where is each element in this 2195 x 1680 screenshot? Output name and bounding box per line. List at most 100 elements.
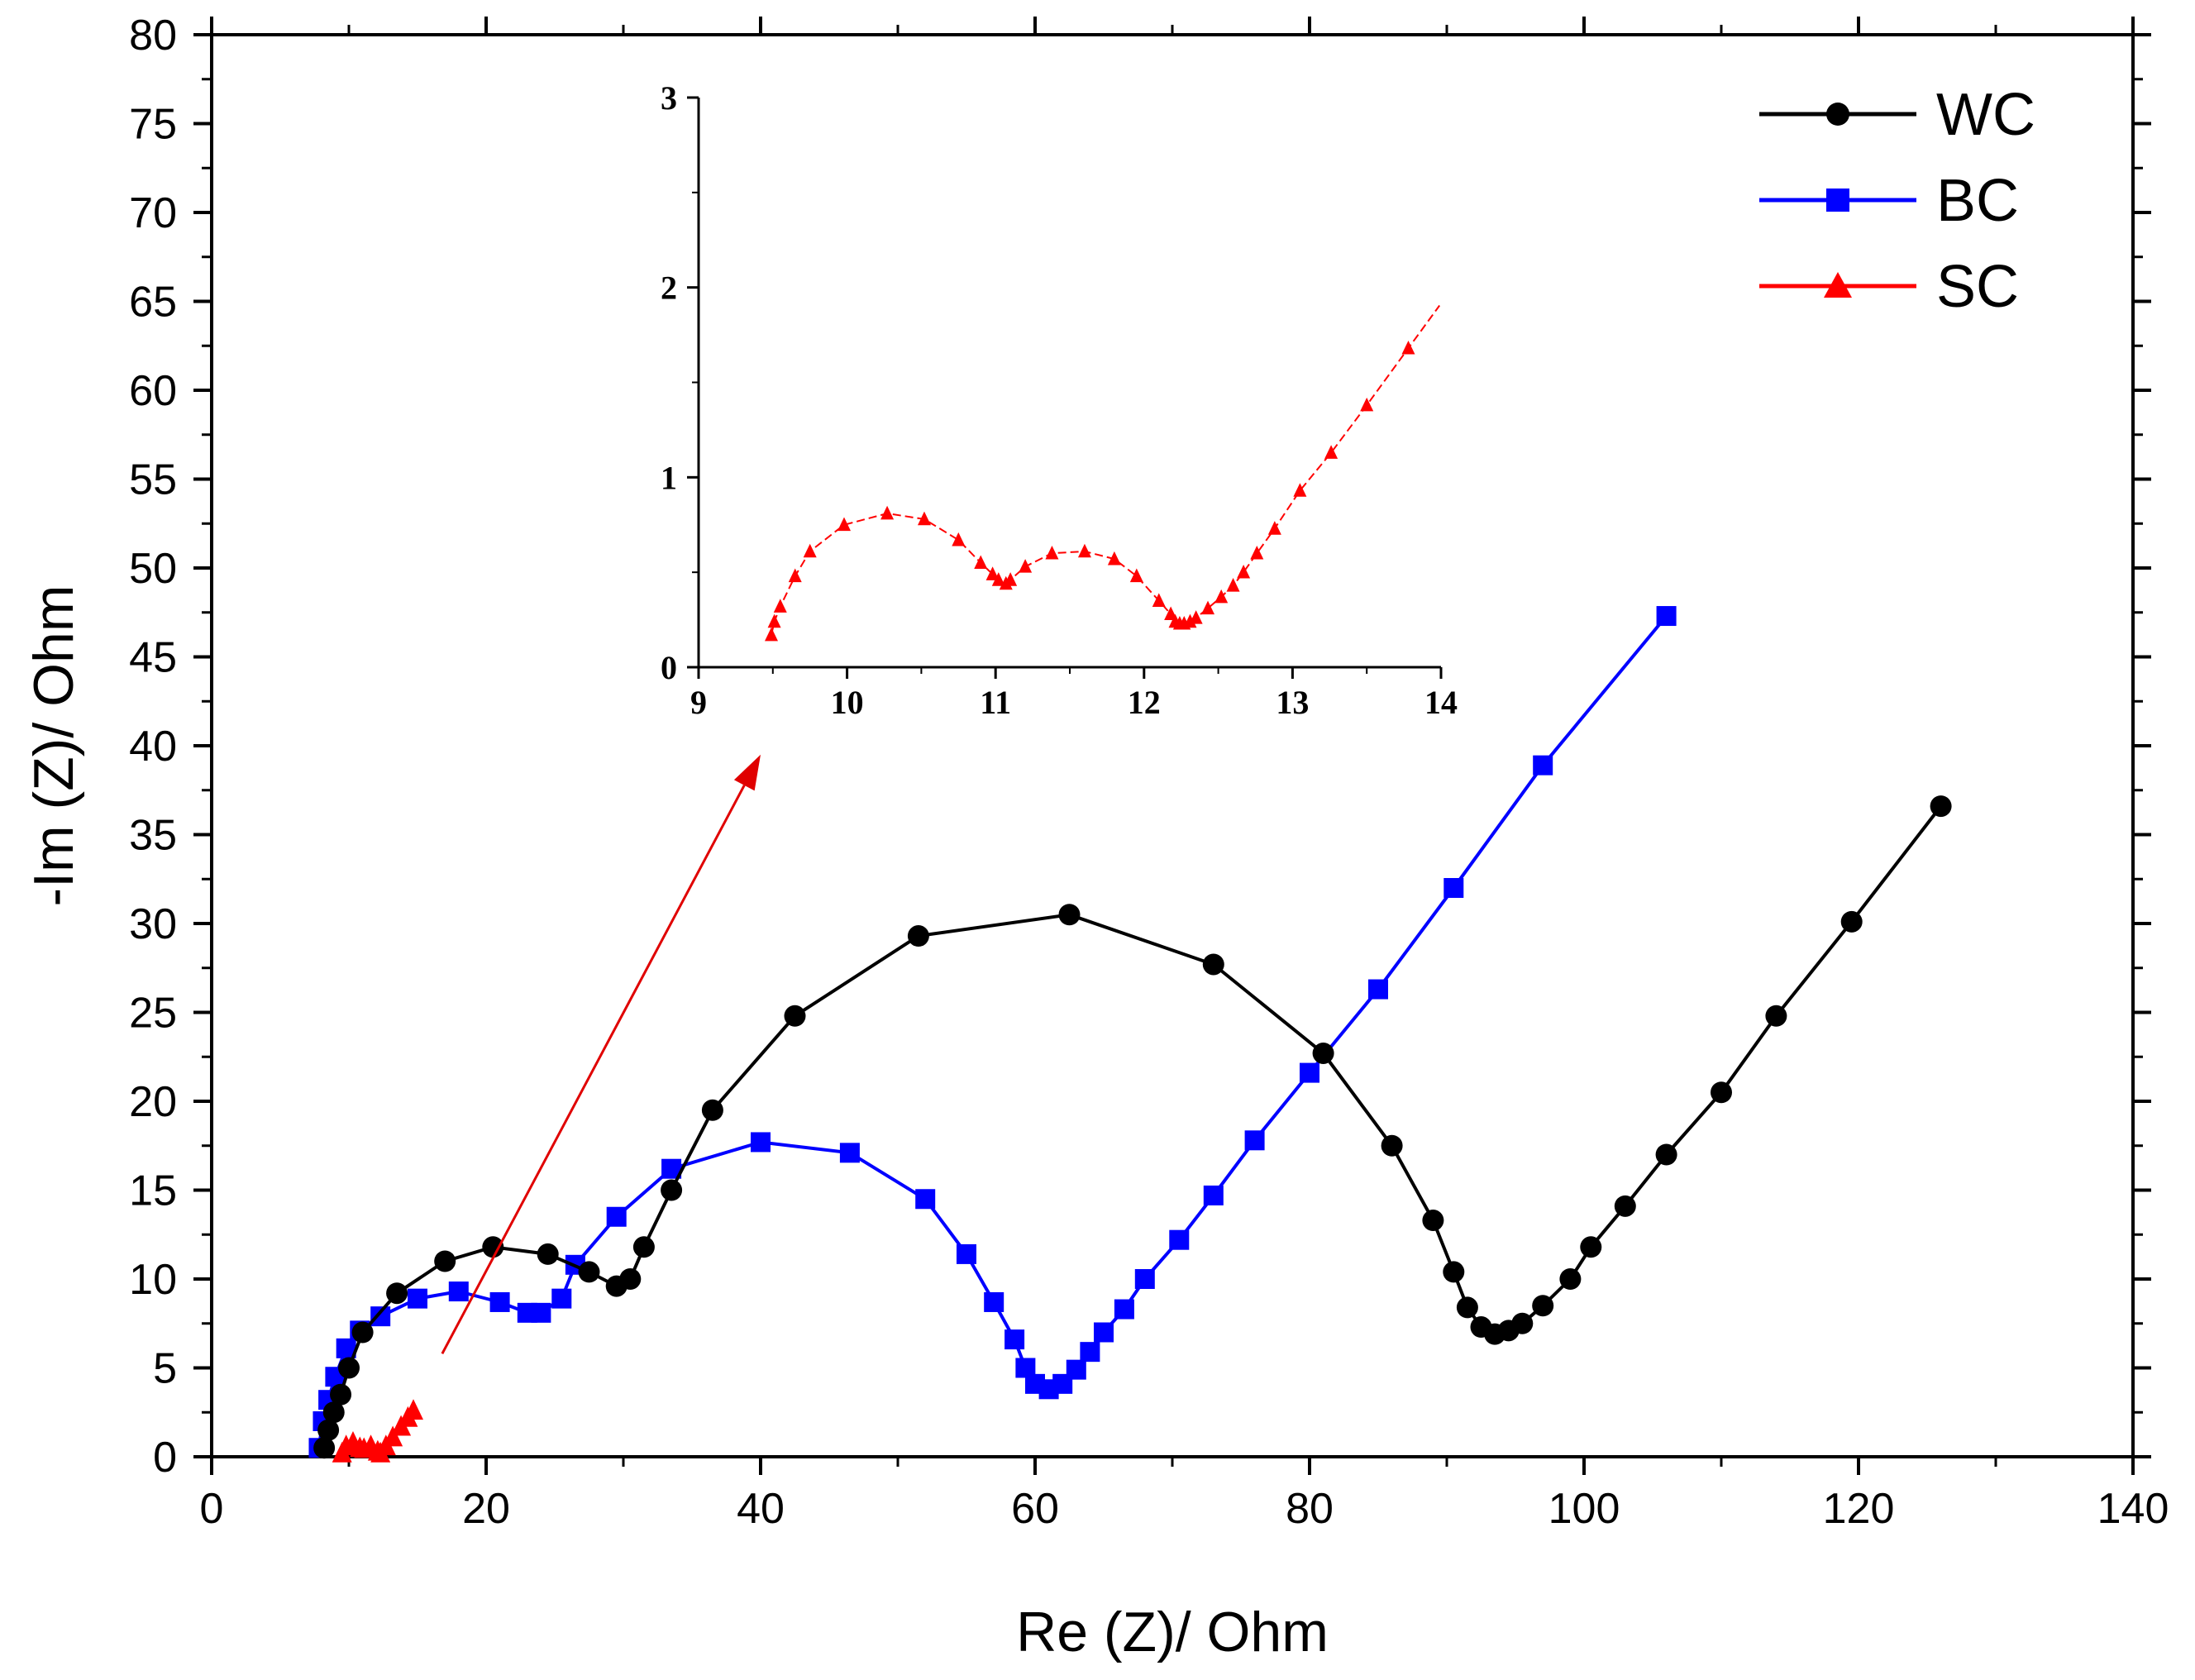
data-point-wc bbox=[578, 1261, 600, 1283]
series-bc bbox=[308, 606, 1677, 1458]
inset-x-tick-label: 10 bbox=[831, 684, 864, 721]
y-tick-label: 60 bbox=[129, 367, 177, 415]
x-tick-label: 100 bbox=[1548, 1485, 1620, 1533]
y-tick-label: 50 bbox=[129, 545, 177, 593]
inset-data-point-sc bbox=[837, 517, 852, 532]
data-point-bc bbox=[448, 1281, 469, 1302]
data-point-bc bbox=[957, 1243, 976, 1264]
y-tick-label: 80 bbox=[129, 12, 177, 60]
data-point-wc bbox=[661, 1179, 683, 1201]
y-tick-label: 10 bbox=[129, 1256, 177, 1304]
zoom-arrow-annotation bbox=[441, 754, 761, 1355]
data-point-wc bbox=[330, 1383, 352, 1406]
inset-series-layer bbox=[765, 304, 1441, 642]
data-point-wc bbox=[1202, 953, 1224, 976]
inset-data-point-sc bbox=[917, 511, 931, 526]
data-point-sc bbox=[403, 1399, 424, 1420]
y-tick-label: 35 bbox=[129, 812, 177, 860]
main-series-layer bbox=[308, 606, 1952, 1463]
y-tick-label: 0 bbox=[153, 1434, 177, 1482]
data-point-wc bbox=[1422, 1210, 1444, 1232]
data-point-bc bbox=[1443, 878, 1464, 898]
inset-data-point-sc bbox=[880, 505, 895, 520]
data-point-wc bbox=[701, 1099, 723, 1121]
inset-data-point-sc bbox=[765, 627, 779, 642]
inset-data-point-sc bbox=[991, 572, 1005, 586]
main-axis-ticks bbox=[193, 17, 2151, 1475]
data-point-wc bbox=[313, 1437, 336, 1459]
data-point-wc bbox=[317, 1419, 340, 1441]
data-point-wc bbox=[784, 1005, 806, 1027]
legend-label-wc: WC bbox=[1936, 82, 2035, 148]
x-tick-label: 60 bbox=[1011, 1485, 1059, 1533]
data-point-bc bbox=[531, 1302, 551, 1323]
inset-data-point-sc bbox=[1189, 610, 1203, 624]
data-point-wc bbox=[1711, 1081, 1732, 1104]
y-tick-label: 20 bbox=[129, 1078, 177, 1126]
legend: WC BC SC bbox=[1759, 82, 2035, 320]
x-axis-title: Re (Z)/ Ohm bbox=[1016, 1601, 1329, 1663]
data-point-bc bbox=[1533, 755, 1553, 776]
inset-data-point-sc bbox=[1250, 546, 1264, 560]
inset-data-point-sc bbox=[1324, 445, 1338, 459]
data-point-wc bbox=[1511, 1312, 1534, 1334]
data-point-wc bbox=[1058, 904, 1081, 926]
inset-data-point-sc bbox=[767, 613, 781, 628]
data-point-wc bbox=[1443, 1261, 1465, 1283]
y-tick-label: 45 bbox=[129, 634, 177, 682]
main-x-tick-labels: 0 20 40 60 80 100 120 140 bbox=[200, 1485, 2169, 1533]
inset-data-point-sc bbox=[1004, 572, 1018, 586]
data-point-bc bbox=[1169, 1229, 1190, 1250]
y-tick-label: 25 bbox=[129, 990, 177, 1038]
data-point-wc bbox=[482, 1236, 504, 1258]
inset-data-point-sc bbox=[1226, 578, 1240, 592]
inset-data-point-sc bbox=[1107, 551, 1121, 566]
data-point-wc bbox=[434, 1250, 456, 1272]
data-point-wc bbox=[1312, 1042, 1334, 1064]
data-point-bc bbox=[1004, 1329, 1025, 1350]
inset-data-point-sc bbox=[974, 555, 988, 570]
data-point-wc bbox=[1559, 1268, 1582, 1290]
arrow-shaft bbox=[441, 785, 746, 1355]
inset-data-point-sc bbox=[952, 532, 966, 546]
inset-axis-ticks bbox=[687, 96, 1443, 679]
inset-data-point-sc bbox=[803, 543, 817, 558]
y-tick-label: 55 bbox=[129, 456, 177, 504]
data-point-bc bbox=[1134, 1269, 1155, 1289]
y-tick-label: 65 bbox=[129, 279, 177, 327]
data-point-bc bbox=[1080, 1342, 1100, 1363]
main-y-tick-labels: 0 5 10 15 20 25 30 35 40 45 50 55 60 65 70 75 80 bbox=[129, 12, 177, 1482]
data-point-wc bbox=[1655, 1143, 1677, 1166]
y-tick-label: 70 bbox=[129, 189, 177, 237]
inset-data-point-sc bbox=[1293, 483, 1307, 497]
inset-x-tick-label: 9 bbox=[690, 684, 707, 721]
inset-data-point-sc bbox=[1214, 589, 1229, 604]
inset-x-tick-labels: 9 10 11 12 13 14 bbox=[690, 684, 1458, 721]
inset-y-tick-label: 0 bbox=[661, 649, 677, 686]
inset-y-tick-labels: 0 1 2 3 bbox=[661, 79, 677, 686]
arrow-head bbox=[733, 754, 761, 791]
inset-data-point-sc bbox=[1267, 521, 1281, 535]
x-tick-label: 80 bbox=[1286, 1485, 1334, 1533]
inset-y-tick-label: 1 bbox=[661, 459, 677, 496]
legend-entry-sc: SC bbox=[1759, 254, 2019, 320]
inset-data-point-sc bbox=[1183, 613, 1197, 628]
data-point-sc bbox=[383, 1425, 403, 1447]
inset-x-tick-label: 14 bbox=[1424, 684, 1458, 721]
data-point-bc bbox=[1300, 1062, 1319, 1083]
data-point-bc bbox=[839, 1143, 860, 1163]
data-point-wc bbox=[1930, 795, 1952, 818]
inset-data-point-sc bbox=[1237, 564, 1251, 579]
inset-data-point-sc bbox=[985, 566, 1000, 580]
y-tick-label: 75 bbox=[129, 101, 177, 149]
data-point-bc bbox=[1066, 1359, 1086, 1380]
y-tick-label: 5 bbox=[153, 1345, 177, 1393]
data-point-bc bbox=[1094, 1322, 1114, 1343]
y-axis-title: -Im (Z)/ Ohm bbox=[22, 585, 85, 906]
data-point-wc bbox=[1580, 1236, 1602, 1258]
x-tick-label: 120 bbox=[1823, 1485, 1895, 1533]
series-wc bbox=[313, 795, 1952, 1459]
data-point-wc bbox=[907, 925, 929, 947]
inset-data-point-sc bbox=[1045, 546, 1059, 560]
